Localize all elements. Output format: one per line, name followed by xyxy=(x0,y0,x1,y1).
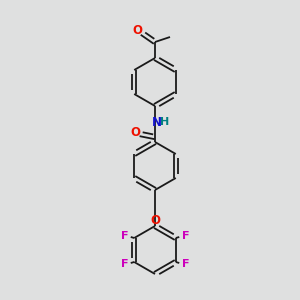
Text: O: O xyxy=(132,23,142,37)
Text: F: F xyxy=(182,231,189,241)
Text: F: F xyxy=(121,231,128,241)
Text: N: N xyxy=(152,116,162,128)
Text: F: F xyxy=(121,259,128,269)
Text: H: H xyxy=(160,117,169,127)
Text: O: O xyxy=(150,214,160,227)
Text: F: F xyxy=(182,259,189,269)
Text: O: O xyxy=(130,127,140,140)
